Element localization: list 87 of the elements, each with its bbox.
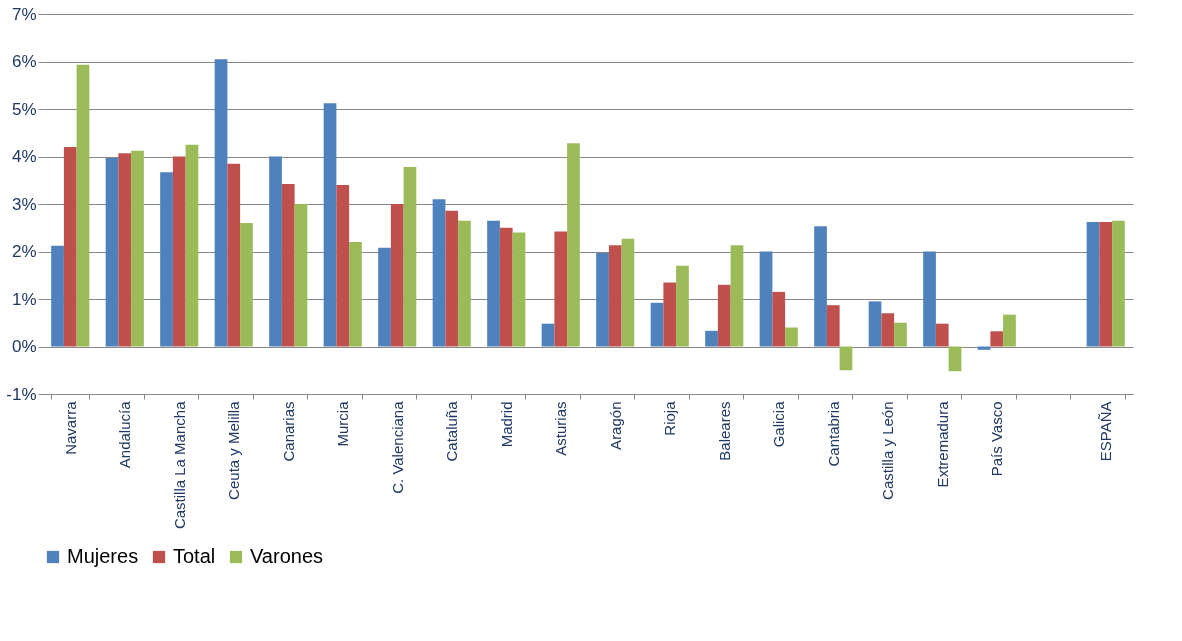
bar <box>608 245 622 347</box>
bar <box>105 157 119 347</box>
bar <box>705 330 718 347</box>
bar <box>227 163 241 347</box>
y-tick-label: 4% <box>11 147 37 166</box>
bar <box>1099 222 1113 347</box>
y-tick-label: 0% <box>11 337 37 356</box>
x-tick-label: Castilla y León <box>879 401 897 500</box>
bar <box>894 322 907 347</box>
bar <box>1112 220 1125 347</box>
bar <box>839 346 853 371</box>
bar <box>826 305 840 347</box>
bar <box>759 251 773 347</box>
bar <box>554 231 568 347</box>
bar <box>935 323 949 347</box>
bar <box>676 265 689 347</box>
x-tick-label: Madrid <box>497 401 515 448</box>
x-tick-label: Baleares <box>715 401 733 461</box>
x-tick-label: ESPAÑA <box>1097 401 1115 462</box>
bar <box>51 245 64 347</box>
y-tick-label: 5% <box>11 99 37 119</box>
x-tick-label: Aragón <box>606 401 624 450</box>
x-tick-label: Cataluña <box>443 400 461 462</box>
bar <box>814 226 827 347</box>
bar <box>1003 314 1016 347</box>
bar <box>730 245 744 347</box>
x-tick-label: C. Valenciana <box>388 400 406 494</box>
bar <box>541 323 555 347</box>
x-tick-label: Galicia <box>770 400 788 448</box>
bar <box>269 156 282 347</box>
x-tick-label: Navarra <box>61 400 79 455</box>
bar <box>240 223 253 347</box>
bar <box>76 64 90 347</box>
x-tick-label: Rioja <box>661 400 679 436</box>
bar <box>785 327 798 347</box>
x-tick-label: Extremadura <box>933 400 951 488</box>
bar <box>390 204 404 347</box>
bar <box>990 331 1004 347</box>
y-tick-label: 3% <box>11 194 37 214</box>
bar <box>948 346 962 372</box>
bar <box>349 242 362 347</box>
bar <box>596 252 609 347</box>
legend-label: Total <box>173 545 216 567</box>
bar <box>403 166 417 347</box>
y-tick-label: 7% <box>11 4 37 24</box>
x-tick-label: País Vasco <box>988 401 1006 477</box>
y-tick-label: -1% <box>6 384 37 404</box>
bar <box>881 313 895 347</box>
bar <box>214 59 228 347</box>
bar <box>160 172 173 347</box>
bar <box>772 291 786 347</box>
bar <box>512 232 526 347</box>
legend-label: Mujeres <box>67 545 139 567</box>
bar <box>621 238 635 347</box>
x-tick-label: Asturias <box>552 401 570 456</box>
bar <box>118 153 132 347</box>
bar <box>294 204 308 347</box>
bar <box>717 284 731 347</box>
bar <box>1086 222 1100 347</box>
bar <box>131 150 144 347</box>
bar <box>650 302 664 347</box>
bar <box>378 247 391 347</box>
x-tick-label: Andalucía <box>116 400 134 469</box>
bar <box>445 210 459 347</box>
x-tick-label: Cantabria <box>824 400 842 467</box>
bar <box>432 199 446 347</box>
y-tick-label: 2% <box>11 242 37 261</box>
bar <box>63 147 77 347</box>
legend-label: Varones <box>250 545 324 567</box>
bar <box>868 301 882 347</box>
x-tick-label: Canarias <box>279 401 297 462</box>
bar <box>323 103 337 347</box>
y-tick-label: 6% <box>11 52 37 71</box>
bar <box>499 227 513 347</box>
bar <box>663 282 677 347</box>
bar <box>185 144 199 347</box>
x-tick-label: Castilla La Mancha <box>170 400 188 530</box>
y-tick-label: 1% <box>11 289 37 309</box>
x-tick-label: Murcia <box>334 400 352 447</box>
bar <box>567 143 580 347</box>
bar <box>487 220 500 347</box>
bar <box>281 184 295 347</box>
x-tick-label: Ceuta y Melilla <box>225 400 243 500</box>
bar <box>458 220 471 347</box>
bar <box>172 156 186 347</box>
bar <box>923 251 936 347</box>
bar <box>336 185 350 347</box>
